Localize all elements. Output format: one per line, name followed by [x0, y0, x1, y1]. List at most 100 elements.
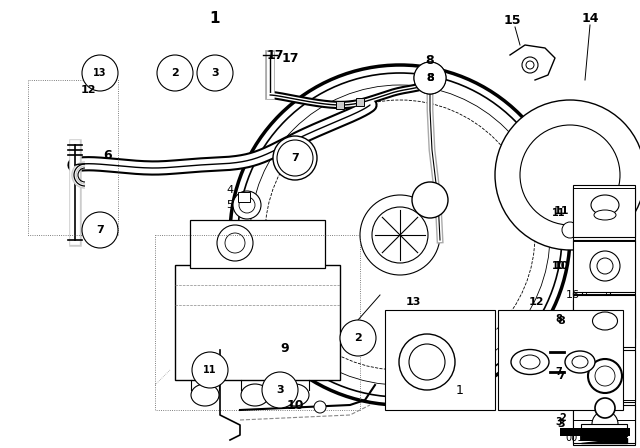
Bar	[560, 428, 630, 436]
Text: 10: 10	[286, 399, 304, 412]
Text: 5: 5	[227, 200, 234, 210]
Ellipse shape	[594, 210, 616, 220]
Bar	[175, 265, 340, 380]
Circle shape	[595, 398, 615, 418]
Bar	[582, 285, 610, 323]
Text: 3: 3	[557, 419, 565, 429]
Bar	[573, 188, 635, 395]
Text: 8: 8	[426, 53, 435, 66]
Bar	[573, 395, 635, 445]
Circle shape	[262, 372, 298, 408]
Circle shape	[157, 55, 193, 91]
Circle shape	[399, 334, 455, 390]
Ellipse shape	[281, 384, 309, 406]
Text: 3: 3	[211, 68, 219, 78]
Circle shape	[590, 251, 620, 281]
Text: 6: 6	[104, 148, 112, 161]
Ellipse shape	[591, 195, 619, 215]
Text: 13: 13	[93, 68, 107, 78]
Text: 10: 10	[554, 261, 569, 271]
Text: 7: 7	[291, 153, 299, 163]
Circle shape	[250, 85, 550, 385]
Text: 2: 2	[354, 333, 362, 343]
Ellipse shape	[572, 356, 588, 368]
Text: 7: 7	[96, 225, 104, 235]
Ellipse shape	[241, 384, 269, 406]
Circle shape	[562, 222, 578, 238]
Circle shape	[233, 191, 261, 219]
Text: 3: 3	[276, 385, 284, 395]
Bar	[385, 310, 495, 410]
Text: 3: 3	[556, 417, 563, 427]
Text: 9: 9	[281, 341, 289, 354]
Bar	[573, 300, 635, 338]
Circle shape	[414, 62, 446, 94]
Bar	[238, 192, 250, 202]
Circle shape	[595, 366, 615, 386]
Circle shape	[225, 233, 245, 253]
Text: 8: 8	[556, 314, 563, 324]
Text: 17: 17	[281, 52, 299, 65]
Ellipse shape	[565, 351, 595, 373]
Bar	[581, 424, 627, 436]
Circle shape	[588, 359, 622, 393]
Text: 15: 15	[503, 13, 521, 26]
Bar	[573, 240, 635, 292]
Ellipse shape	[593, 312, 618, 330]
Text: 13: 13	[405, 297, 420, 307]
Text: 7: 7	[556, 367, 563, 377]
Circle shape	[238, 73, 562, 397]
Circle shape	[409, 344, 445, 380]
Polygon shape	[581, 438, 627, 443]
Circle shape	[522, 57, 538, 73]
Bar	[581, 425, 627, 441]
Bar	[573, 295, 635, 347]
Bar	[573, 185, 635, 237]
Circle shape	[412, 182, 448, 218]
Text: 12: 12	[80, 85, 96, 95]
Text: 8: 8	[426, 73, 434, 83]
Circle shape	[414, 62, 446, 94]
Circle shape	[372, 207, 428, 263]
Text: 11: 11	[553, 206, 569, 216]
Ellipse shape	[511, 349, 549, 375]
Bar	[573, 350, 635, 402]
Bar	[573, 300, 635, 443]
Bar	[586, 289, 606, 304]
Circle shape	[360, 195, 440, 275]
Circle shape	[273, 136, 317, 180]
Circle shape	[230, 65, 570, 405]
Text: 14: 14	[581, 12, 599, 25]
Circle shape	[239, 197, 255, 213]
Text: 1: 1	[210, 10, 220, 26]
Text: 8: 8	[426, 73, 434, 83]
Ellipse shape	[191, 384, 219, 406]
Text: 16: 16	[566, 290, 580, 300]
Bar	[190, 220, 325, 268]
Text: 1: 1	[456, 383, 464, 396]
Circle shape	[82, 212, 118, 248]
Bar	[498, 310, 623, 410]
Bar	[356, 98, 364, 106]
Text: 11: 11	[552, 208, 566, 218]
Circle shape	[520, 125, 620, 225]
Text: 12: 12	[528, 297, 544, 307]
Text: 11: 11	[204, 365, 217, 375]
Text: 8: 8	[557, 316, 565, 326]
Circle shape	[314, 401, 326, 413]
Circle shape	[597, 258, 613, 274]
Text: 7: 7	[557, 371, 565, 381]
Text: 2: 2	[171, 68, 179, 78]
Circle shape	[82, 55, 118, 91]
Circle shape	[192, 352, 228, 388]
Bar	[336, 101, 344, 109]
Circle shape	[592, 411, 618, 437]
Text: 10: 10	[552, 261, 566, 271]
Ellipse shape	[520, 355, 540, 369]
Text: 17: 17	[266, 48, 284, 61]
Text: 4: 4	[227, 185, 234, 195]
Circle shape	[495, 100, 640, 250]
Bar	[573, 405, 635, 443]
Text: 2: 2	[559, 413, 566, 423]
Circle shape	[197, 55, 233, 91]
